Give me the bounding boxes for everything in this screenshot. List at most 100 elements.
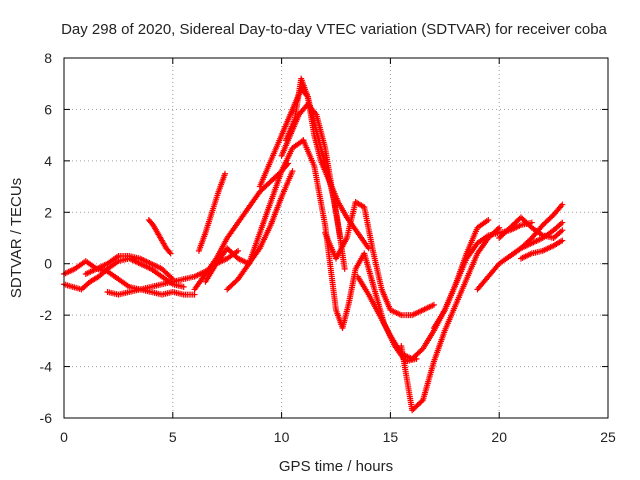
data-point-run xyxy=(453,257,469,286)
data-point-run xyxy=(355,231,371,250)
grid-lines xyxy=(64,58,608,418)
data-point-run xyxy=(551,203,565,217)
data-point-run xyxy=(453,277,469,307)
data-point-run xyxy=(279,146,295,173)
data-point-run xyxy=(214,236,230,260)
data-point-run xyxy=(475,236,491,255)
data-point-run xyxy=(497,254,512,266)
data-point-run xyxy=(73,259,88,271)
data-point-run xyxy=(475,218,490,230)
data-point xyxy=(559,237,566,244)
data-point-run xyxy=(203,257,219,276)
data-point-run xyxy=(203,211,215,234)
data-point xyxy=(169,276,176,283)
data-point-run xyxy=(398,344,415,412)
data-point-run xyxy=(370,249,385,291)
data-point xyxy=(559,219,566,226)
data-point-run xyxy=(160,289,174,298)
data-series-track-20 xyxy=(507,201,566,259)
data-point-run xyxy=(305,95,317,137)
data-point-run xyxy=(283,118,297,142)
data-point-run xyxy=(333,236,349,260)
y-axis-ticks: -6 -4 -2 0 2 4 6 8 xyxy=(40,50,608,426)
data-series-track-4 xyxy=(82,253,176,283)
data-point-run xyxy=(322,224,339,312)
x-tick-label: 10 xyxy=(274,429,290,445)
y-tick-label: 0 xyxy=(44,256,52,272)
data-point-run xyxy=(475,275,491,291)
x-tick-label: 15 xyxy=(383,429,399,445)
data-point-run xyxy=(552,238,564,248)
data-point-run xyxy=(106,269,120,282)
data-point-run xyxy=(160,267,175,281)
data-point-run xyxy=(155,231,165,243)
data-point-run xyxy=(257,200,274,235)
data-point xyxy=(222,170,229,177)
y-tick-label: -4 xyxy=(40,359,53,375)
data-point-run xyxy=(149,261,164,272)
data-point-run xyxy=(486,262,501,279)
data-point-run xyxy=(346,267,359,304)
data-point-run xyxy=(431,329,448,363)
data-point-run xyxy=(322,231,339,260)
data-point-run xyxy=(336,200,349,219)
data-point xyxy=(559,201,566,208)
data-point-run xyxy=(366,293,382,317)
data-point-run xyxy=(410,398,425,412)
data-point xyxy=(235,247,242,254)
data-point-run xyxy=(361,252,376,286)
data-point-run xyxy=(311,164,328,227)
data-point xyxy=(430,301,437,308)
data-point-run xyxy=(279,118,291,137)
data-point-run xyxy=(116,277,131,289)
data-point xyxy=(180,283,187,290)
data-series-track-18 xyxy=(474,219,566,293)
data-point xyxy=(289,168,296,175)
data-point-run xyxy=(519,215,534,230)
data-point-run xyxy=(355,275,371,296)
data-point-run xyxy=(464,226,480,255)
y-axis-label: SDTVAR / TECUs xyxy=(8,178,25,298)
data-point-run xyxy=(62,266,77,277)
data-point-run xyxy=(149,266,164,279)
data-point-run xyxy=(298,77,311,98)
data-point-run xyxy=(530,248,544,256)
data-point-run xyxy=(530,223,545,240)
data-point-run xyxy=(209,190,221,214)
data-point-run xyxy=(257,223,273,250)
data-point-run xyxy=(497,226,512,240)
data-point-run xyxy=(225,246,240,261)
data-series-track-5 xyxy=(145,217,174,257)
y-tick-label: -6 xyxy=(40,410,53,426)
data-point-run xyxy=(138,261,153,272)
data-point-run xyxy=(361,206,376,252)
data-point-run xyxy=(388,307,403,318)
data-point-run xyxy=(410,307,425,318)
data-point-run xyxy=(171,289,185,298)
data-series-track-19 xyxy=(496,214,566,241)
data-series-track-8 xyxy=(195,170,229,254)
data-point-run xyxy=(464,241,480,261)
data-point-run xyxy=(541,213,556,227)
data-point-run xyxy=(216,172,228,193)
y-tick-label: 4 xyxy=(44,153,52,169)
y-tick-label: 2 xyxy=(44,204,52,220)
data-point xyxy=(191,291,198,298)
data-point-run xyxy=(196,231,208,253)
data-point-run xyxy=(519,251,534,261)
x-tick-label: 20 xyxy=(491,429,507,445)
data-point-run xyxy=(203,262,219,284)
data-point-run xyxy=(421,302,436,313)
data-point-run xyxy=(236,262,251,281)
data-series-track-14 xyxy=(322,199,437,319)
data-point-run xyxy=(236,205,251,225)
data-point-run xyxy=(225,221,240,240)
data-point-run xyxy=(88,274,101,284)
data-point xyxy=(167,250,174,257)
data-point-run xyxy=(552,228,564,240)
data-point-run xyxy=(541,243,556,254)
data-point-run xyxy=(268,195,284,227)
data-point-run xyxy=(117,289,131,298)
data-point-run xyxy=(138,256,153,266)
data-point-run xyxy=(257,159,273,188)
